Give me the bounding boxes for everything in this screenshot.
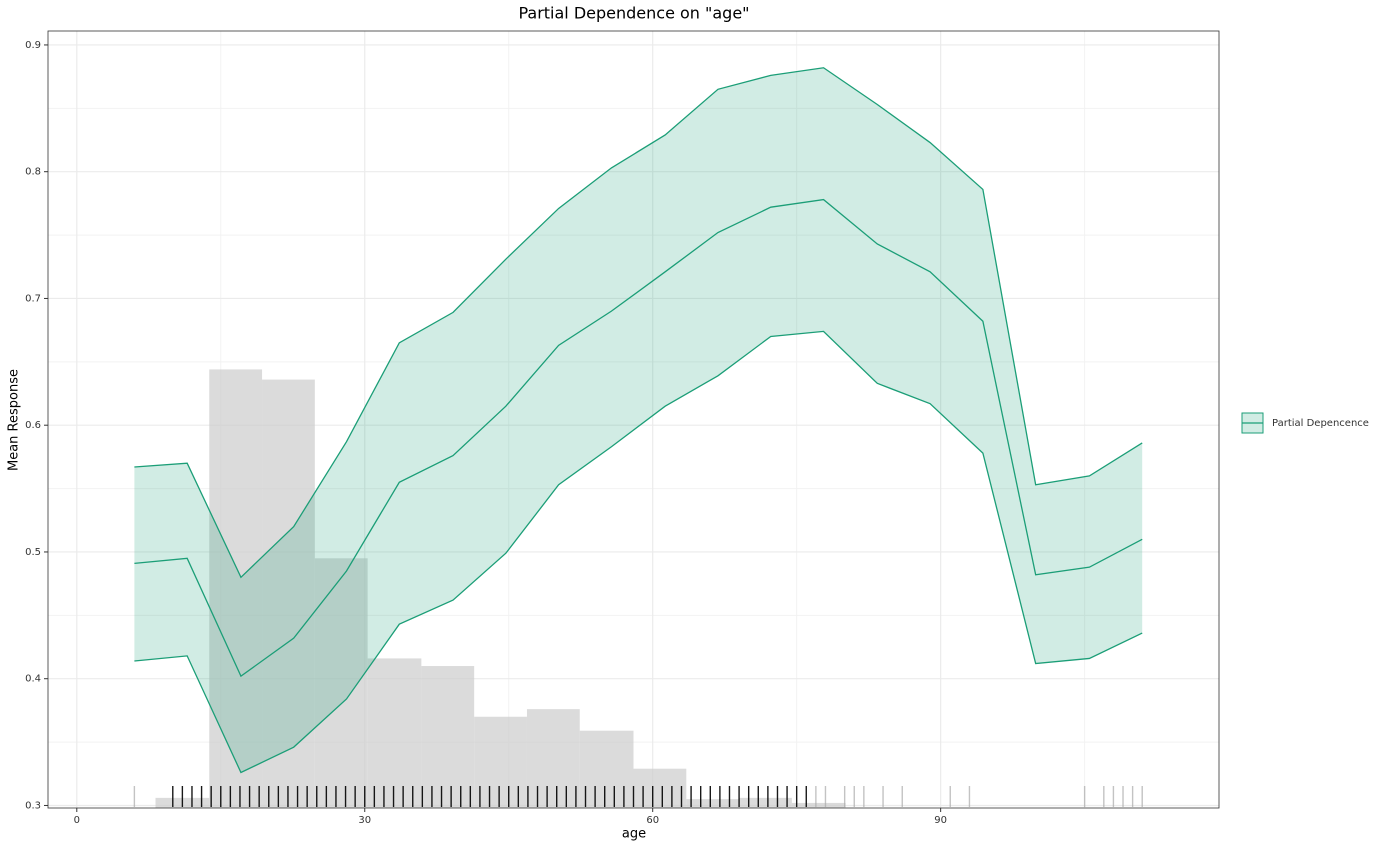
histogram-bar xyxy=(791,802,846,808)
bound-line xyxy=(134,330,1143,774)
plot-border xyxy=(47,30,1220,809)
y-tick-label: 0.4 xyxy=(25,674,41,685)
bound-line xyxy=(134,67,1143,579)
histogram-bar xyxy=(209,369,263,808)
histogram-bar xyxy=(633,768,687,808)
confidence-ribbon xyxy=(134,67,1143,773)
histogram-bar xyxy=(526,709,580,808)
y-tick-label: 0.3 xyxy=(25,800,41,811)
chart-title: Partial Dependence on "age" xyxy=(518,4,749,23)
histogram-bar xyxy=(367,658,422,808)
x-tick-label: 30 xyxy=(358,815,371,826)
histogram-bar xyxy=(579,730,634,808)
y-tick-label: 0.7 xyxy=(25,293,41,304)
histogram-bar xyxy=(474,716,527,808)
y-tick-label: 0.5 xyxy=(25,547,41,558)
histogram-bar xyxy=(421,666,475,808)
histogram-bar xyxy=(739,797,792,808)
histogram-bar xyxy=(686,799,740,808)
y-tick-label: 0.9 xyxy=(25,40,41,51)
y-tick-label: 0.6 xyxy=(25,420,41,431)
line xyxy=(134,198,1143,678)
x-axis-label: age xyxy=(622,827,646,842)
x-tick-label: 60 xyxy=(646,815,659,826)
x-tick-label: 90 xyxy=(934,815,947,826)
x-tick-label: 0 xyxy=(74,815,80,826)
legend-label: Partial Depencence xyxy=(1272,418,1369,429)
y-tick-label: 0.8 xyxy=(25,167,41,178)
y-axis-label: Mean Response xyxy=(7,369,22,471)
